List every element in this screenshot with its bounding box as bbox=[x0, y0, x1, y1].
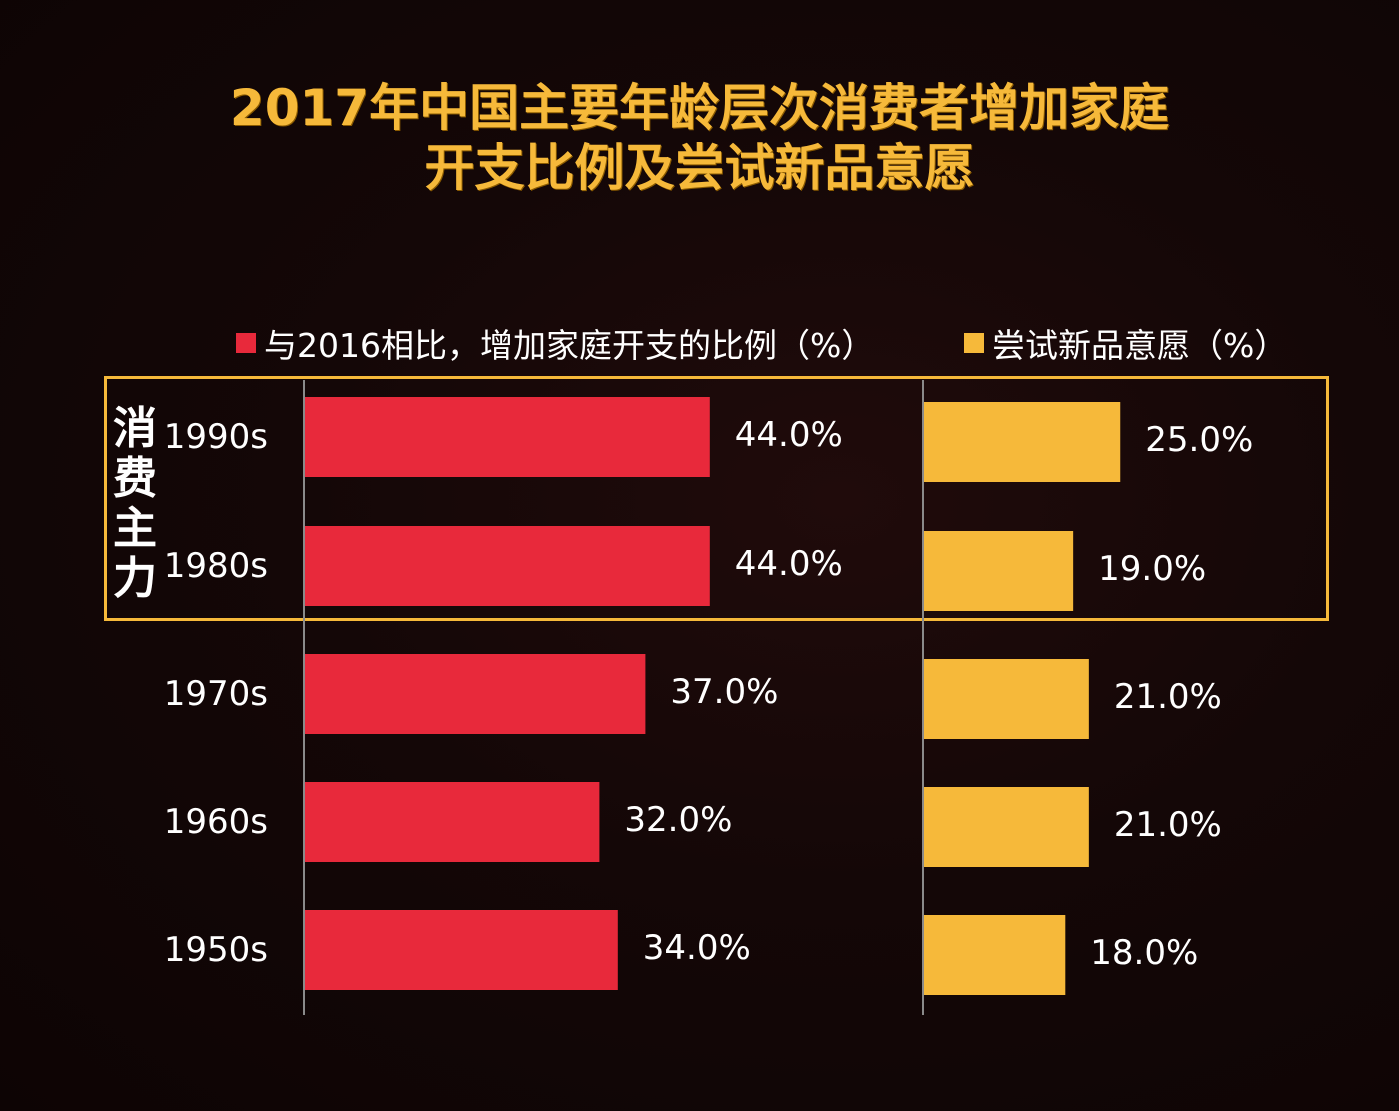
legend-item-expense: 与2016相比，增加家庭开支的比例（%） bbox=[236, 318, 874, 368]
category-label: 1970s bbox=[163, 674, 268, 714]
bar-series1-1980s bbox=[305, 526, 710, 606]
data-label-series2: 21.0% bbox=[1113, 677, 1222, 717]
category-label: 1980s bbox=[163, 546, 268, 586]
data-label-series2: 25.0% bbox=[1145, 420, 1254, 460]
bar-series1-1990s bbox=[305, 397, 710, 477]
category-label: 1960s bbox=[163, 802, 268, 842]
highlight-box bbox=[104, 376, 1329, 621]
legend-swatch-yellow bbox=[964, 333, 984, 353]
data-label-series1: 44.0% bbox=[734, 415, 843, 455]
data-label-series2: 19.0% bbox=[1098, 549, 1207, 589]
data-label-series2: 18.0% bbox=[1090, 933, 1199, 973]
bar-series1-1960s bbox=[305, 782, 600, 862]
data-label-series1: 32.0% bbox=[624, 800, 733, 840]
data-label-series1: 34.0% bbox=[642, 928, 751, 968]
chart-title-line1: 2017年中国主要年龄层次消费者增加家庭 bbox=[229, 79, 1170, 137]
legend-item-newproduct: 尝试新品意愿（%） bbox=[964, 318, 1287, 368]
data-label-series1: 44.0% bbox=[734, 544, 843, 584]
bar-series2-1950s bbox=[924, 915, 1066, 995]
legend-label-expense: 与2016相比，增加家庭开支的比例（%） bbox=[264, 326, 875, 365]
category-label: 1950s bbox=[163, 930, 268, 970]
bar-series2-1980s bbox=[924, 531, 1074, 611]
legend-label-newproduct: 尝试新品意愿（%） bbox=[992, 326, 1288, 365]
bar-series2-1990s bbox=[924, 402, 1121, 482]
data-label-series1: 37.0% bbox=[670, 672, 779, 712]
bar-series1-1950s bbox=[305, 910, 618, 990]
category-label: 1990s bbox=[163, 417, 268, 457]
bar-series1-1970s bbox=[305, 654, 646, 734]
highlight-label: 消费主力 bbox=[113, 403, 157, 604]
bar-series2-1970s bbox=[924, 659, 1089, 739]
bar-series2-1960s bbox=[924, 787, 1089, 867]
data-label-series2: 21.0% bbox=[1113, 805, 1222, 845]
legend-swatch-red bbox=[236, 333, 256, 353]
chart-title-line2: 开支比例及尝试新品意愿 bbox=[424, 139, 975, 197]
